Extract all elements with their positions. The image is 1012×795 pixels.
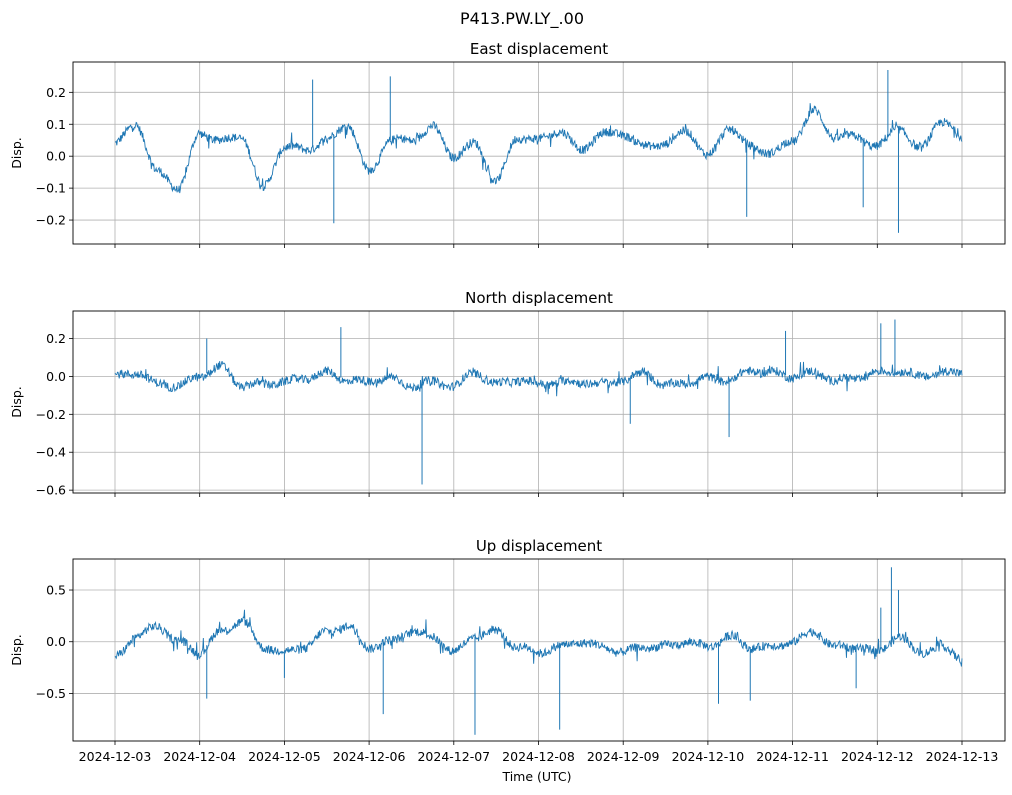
- y-axis-label: Disp.: [9, 634, 24, 666]
- y-tick-label: −0.6: [36, 483, 66, 498]
- x-tick-label: 2024-12-13: [926, 749, 999, 764]
- x-tick-label: 2024-12-09: [587, 749, 660, 764]
- y-tick-label: 0.2: [46, 331, 66, 346]
- x-tick-label: 2024-12-04: [163, 749, 236, 764]
- series-line: [114, 361, 963, 397]
- y-tick-label: −0.2: [36, 407, 66, 422]
- figure-suptitle: P413.PW.LY_.00: [460, 9, 584, 29]
- axes-frame: [72, 558, 1006, 742]
- x-tick-label: 2024-12-11: [756, 749, 829, 764]
- y-tick-label: 0.0: [46, 369, 66, 384]
- y-tick-label: −0.1: [36, 181, 66, 196]
- panel-title: East displacement: [470, 40, 608, 58]
- series-line: [114, 609, 963, 667]
- y-tick-label: 0.0: [46, 149, 66, 164]
- y-axis-label: Disp.: [9, 137, 24, 169]
- y-tick-label: 0.2: [46, 85, 66, 100]
- x-tick-label: 2024-12-05: [248, 749, 321, 764]
- x-tick-label: 2024-12-03: [79, 749, 152, 764]
- panel-title: North displacement: [465, 289, 613, 307]
- x-axis-label: Time (UTC): [501, 769, 571, 784]
- x-tick-label: 2024-12-12: [841, 749, 914, 764]
- x-tick-label: 2024-12-07: [417, 749, 490, 764]
- x-tick-label: 2024-12-10: [672, 749, 745, 764]
- axes-frame: [72, 310, 1006, 494]
- y-tick-label: 0.5: [46, 583, 66, 598]
- x-tick-label: 2024-12-08: [502, 749, 575, 764]
- panel-2: −0.5 0.0 0.5 2024-12-03 2024-12-04 2024-12-05…: [9, 537, 1006, 764]
- x-tick-label: 2024-12-06: [333, 749, 406, 764]
- y-tick-label: −0.4: [36, 445, 66, 460]
- panel-title: Up displacement: [476, 537, 602, 555]
- panel-0: −0.2 −0.1 0.0 0.1 0.2 East displacement Disp.: [9, 40, 1006, 248]
- y-tick-label: −0.2: [36, 213, 66, 228]
- y-tick-label: 0.0: [46, 634, 66, 649]
- y-axis-label: Disp.: [9, 386, 24, 418]
- panel-1: −0.6 −0.4 −0.2 0.0 0.2 North displacement Disp…: [9, 289, 1006, 498]
- axes-frame: [72, 61, 1006, 245]
- series-line: [114, 103, 963, 194]
- y-tick-label: −0.5: [36, 686, 66, 701]
- y-tick-label: 0.1: [46, 117, 66, 132]
